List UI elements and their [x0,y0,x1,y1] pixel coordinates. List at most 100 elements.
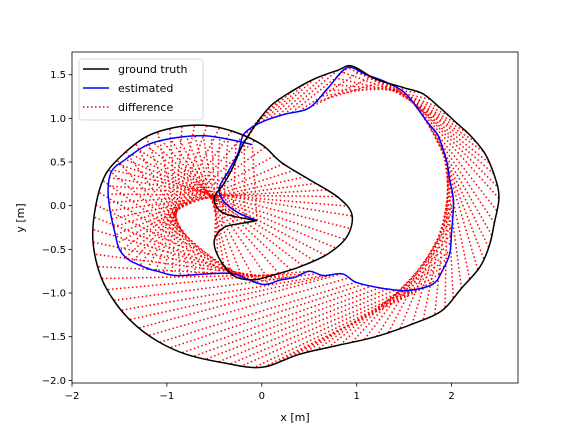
difference-segment [422,184,452,320]
difference-segment [108,169,231,275]
difference-segment [213,138,221,241]
difference-segment [427,123,490,248]
difference-segment [379,79,484,152]
legend: ground truth estimated difference [78,58,204,121]
difference-lines [93,66,500,368]
ground-truth-line [91,64,500,369]
difference-segment [339,242,452,346]
difference-segment [407,96,500,199]
y-axis-label: y [m] [14,203,27,232]
difference-segment [202,135,225,264]
difference-segment [231,140,237,226]
difference-segment [445,160,454,298]
difference-segment [230,289,406,365]
x-axis-label: x [m] [280,411,309,424]
x-tick-label: −1 [160,391,175,402]
difference-segment [206,288,389,360]
difference-segment [108,185,346,207]
difference-segment [364,73,468,134]
difference-segment [291,272,441,358]
x-axis-ticks: −2 −1 0 1 2 [65,383,455,402]
difference-segment [417,109,496,224]
difference-segment [117,155,275,244]
difference-segment [125,140,255,258]
difference-segment [283,69,339,115]
difference-segment [101,273,302,280]
difference-segment [221,139,229,231]
difference-segment [186,136,243,278]
difference-segment [135,144,206,275]
difference-segment [129,273,334,321]
difference-segment [221,167,233,184]
x-tick-label: −2 [65,391,80,402]
difference-segment [163,125,196,273]
difference-segment [139,273,342,329]
difference-segment [132,154,326,256]
y-tick-label: −1.0 [42,289,66,300]
difference-segment [95,204,254,282]
difference-segment [118,163,345,240]
difference-segment [149,277,350,336]
x-tick-label: 0 [259,391,265,402]
legend-box [78,58,204,121]
difference-segment [161,140,280,274]
difference-segment [115,163,284,236]
difference-segment [241,104,273,139]
difference-segment [239,114,265,147]
legend-entry-estimated: estimated [118,82,173,95]
difference-segment [111,176,306,220]
difference-segment [170,283,365,349]
difference-segment [218,189,224,199]
difference-segment [121,274,326,311]
difference-segment [444,168,449,308]
difference-segment [171,126,183,275]
difference-segment [375,217,454,337]
difference-segment [218,288,398,363]
difference-segment [394,86,495,175]
difference-segment [342,71,440,108]
difference-segment [325,88,408,92]
y-tick-label: −0.5 [42,245,66,256]
difference-segment [422,116,493,236]
difference-segment [169,129,181,276]
difference-segment [157,132,190,276]
difference-segment [319,84,396,98]
difference-segment [153,142,292,271]
difference-segment [145,145,303,267]
difference-segment [255,286,422,368]
plot-lines [91,64,500,369]
difference-segment [125,151,215,275]
y-tick-label: 0.0 [50,201,66,212]
difference-segment [110,182,316,212]
y-tick-label: 0.5 [50,158,66,169]
difference-segment [102,180,239,277]
difference-segment [437,136,479,270]
difference-segment [331,83,420,94]
y-axis-ticks: −2.0 −1.5 −1.0 −0.5 0.0 0.5 1.0 1.5 [42,70,72,387]
x-tick-label: 2 [448,391,454,402]
y-tick-label: −1.5 [42,332,66,343]
difference-segment [399,200,455,329]
difference-segment [260,84,304,124]
difference-segment [120,146,266,252]
plot-frame [71,51,519,384]
difference-segment [243,142,246,223]
difference-segment [440,144,471,280]
difference-segment [98,265,294,279]
estimated-line [107,66,455,292]
difference-segment [243,288,414,366]
difference-segment [351,233,452,343]
difference-segment [110,176,352,217]
legend-entry-difference: difference [118,101,173,114]
x-tick-label: 1 [353,391,359,402]
difference-segment [117,160,223,275]
difference-segment [232,213,242,217]
difference-segment [252,90,293,128]
difference-segment [314,80,384,104]
difference-segment [194,286,381,357]
difference-segment [387,82,490,163]
y-tick-label: −2.0 [42,376,66,387]
difference-segment [93,241,278,282]
difference-segment [251,144,258,221]
